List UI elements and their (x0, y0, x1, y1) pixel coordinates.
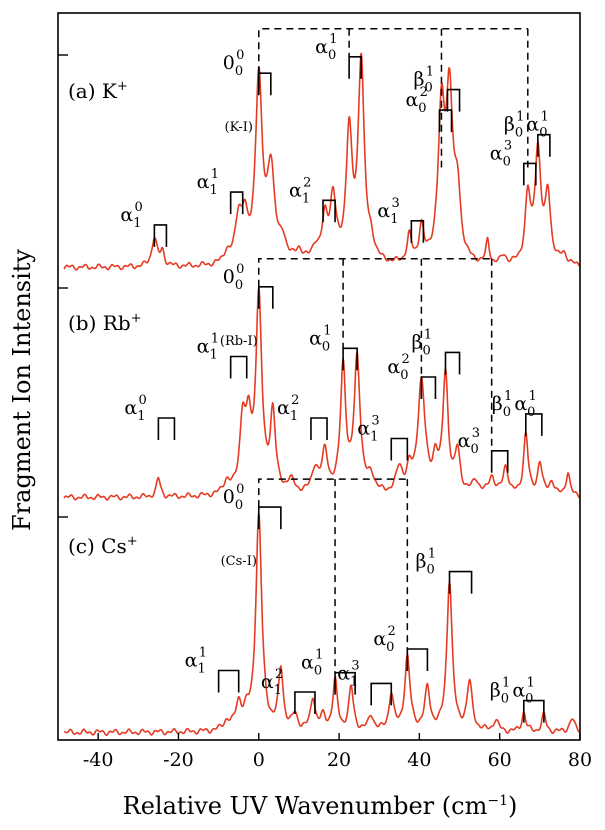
alpha-band-label: α01 (309, 323, 331, 354)
alpha-band-label: α03 (458, 426, 480, 457)
panel-label: (c) Cs+ (68, 534, 138, 558)
dashed-progression-line (258, 258, 492, 287)
origin-label: (Cs-I) (221, 554, 257, 569)
x-tick-label: -40 (83, 749, 114, 771)
alpha-band-label: α12 (289, 175, 311, 206)
assignment-bracket (522, 699, 545, 723)
assignment-bracket (229, 191, 244, 215)
assignment-bracket (157, 417, 176, 440)
alpha-band-label: α10 (124, 393, 146, 424)
alpha-band-label: α11 (185, 646, 207, 677)
alpha-band-label: α10 (120, 200, 142, 231)
alpha-band-label: α11 (197, 167, 219, 198)
assignment-bracket (410, 220, 425, 243)
plot-frame (57, 12, 581, 741)
assignment-bracket (229, 355, 248, 379)
spectrum-trace (63, 52, 581, 271)
x-tick-label: -20 (163, 749, 194, 771)
assignment-bracket (490, 450, 509, 473)
assignment-bracket (257, 286, 274, 309)
x-tick-label: 0 (253, 749, 265, 771)
assignment-bracket (370, 682, 393, 706)
plot-area: (a) K+(K-I)α10α11000α12α01α13α02β01α03β0… (58, 28, 581, 737)
y-axis-label: Fragment Ion Intensity (8, 249, 36, 531)
assignment-bracket (444, 351, 461, 375)
alpha-band-label: α13 (337, 658, 359, 689)
beta-band-label: β01 α01 (490, 676, 535, 707)
assignment-bracket (342, 347, 358, 371)
beta-band-label: β01 α01 (504, 110, 549, 141)
alpha-band-label: α13 (377, 196, 399, 227)
assignment-bracket (294, 691, 316, 714)
assignment-bracket (537, 133, 551, 157)
alpha-band-label: α02 (373, 624, 395, 655)
alpha-band-label: α11 (197, 332, 219, 363)
x-tick-label: 60 (488, 749, 512, 771)
alpha-band-label: α13 (357, 414, 379, 445)
assignment-bracket (390, 437, 409, 461)
origin-band-label: 000 (223, 262, 245, 293)
x-tick-label: 40 (407, 749, 431, 771)
assignment-bracket (348, 56, 362, 79)
origin-band-label: 000 (223, 482, 245, 513)
assignment-bracket (322, 199, 336, 223)
assignment-bracket (438, 109, 453, 133)
assignment-bracket (522, 162, 537, 186)
panel-3: (c) Cs+ (Cs-I) α11 000 α12 α01 α13 α02 β01 β01 α01 (58, 478, 580, 737)
assignment-bracket (257, 72, 272, 96)
alpha-band-label: α01 (301, 648, 323, 679)
alpha-band-label: α02 (405, 85, 427, 116)
x-tick-label: 80 (568, 749, 592, 771)
alpha-band-label: α12 (277, 393, 299, 424)
assignment-bracket (310, 417, 328, 440)
assignment-bracket (406, 648, 429, 671)
origin-label: (K-I) (225, 120, 253, 135)
alpha-band-label: α02 (387, 352, 409, 383)
assignment-bracket (448, 570, 473, 594)
origin-band-label: 000 (223, 48, 245, 79)
assignment-bracket (153, 224, 168, 247)
spectrum-trace (63, 287, 581, 501)
dashed-progression-line (258, 28, 528, 74)
assignment-bracket (217, 669, 240, 693)
dashed-progression-line (258, 478, 408, 508)
beta-band-label: β01 (411, 327, 432, 358)
x-tick-label: 20 (327, 749, 351, 771)
beta-band-label: β01 (416, 547, 437, 578)
spectrum-trace (63, 512, 580, 737)
assignment-bracket (334, 671, 356, 695)
x-axis: -40 -20 0 20 40 60 80 (83, 733, 592, 771)
origin-label: (Rb-I) (220, 334, 258, 349)
assignment-bracket (420, 376, 437, 399)
alpha-band-label: α01 (315, 32, 337, 63)
alpha-band-label: α12 (261, 667, 283, 698)
x-axis-label: Relative UV Wavenumber (cm−1) (123, 792, 518, 820)
assignment-bracket (524, 413, 543, 436)
panel-label: (b) Rb+ (68, 311, 142, 335)
beta-band-label: β01 α01 (492, 389, 537, 420)
alpha-band-label: α03 (490, 138, 512, 169)
beta-band-label: β01 (413, 65, 434, 96)
panel-label: (a) K+ (68, 79, 128, 103)
assignment-bracket (446, 88, 461, 112)
assignment-bracket (257, 506, 282, 530)
